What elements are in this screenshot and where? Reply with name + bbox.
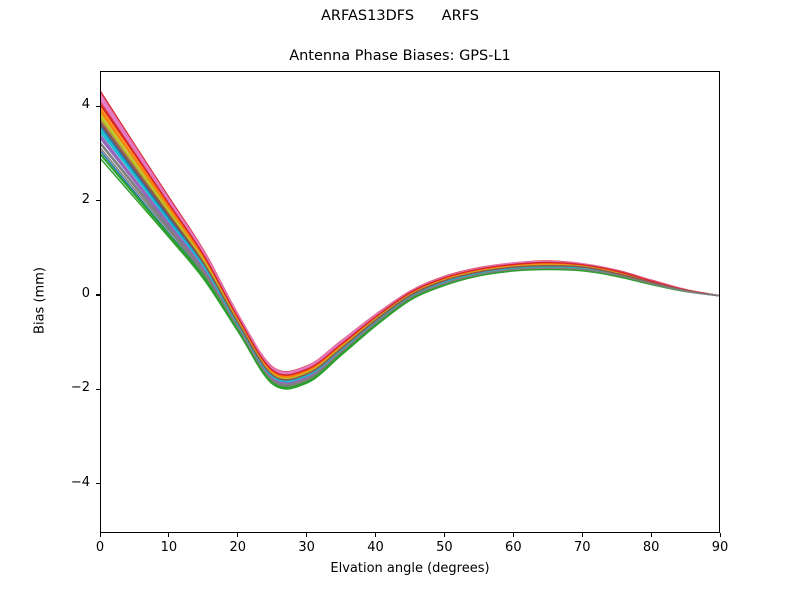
y-axis-label: Bias (mm) bbox=[32, 267, 48, 334]
x-tick-mark bbox=[512, 533, 514, 537]
y-tick-mark bbox=[96, 105, 100, 107]
series-line bbox=[101, 111, 719, 378]
y-tick-label: 2 bbox=[81, 191, 90, 207]
x-tick-label: 30 bbox=[298, 540, 315, 555]
plot-area bbox=[100, 71, 720, 533]
y-tick-mark bbox=[96, 294, 100, 296]
figure-suptitle: ARFAS13DFS ARFS bbox=[321, 8, 479, 24]
series-line bbox=[101, 91, 719, 373]
x-tick-mark bbox=[650, 533, 652, 537]
x-tick-label: 10 bbox=[160, 540, 178, 555]
y-tick-mark bbox=[96, 388, 100, 390]
x-tick-mark bbox=[375, 533, 377, 537]
x-tick-label: 20 bbox=[229, 540, 247, 555]
y-tick-label: −4 bbox=[70, 474, 90, 490]
series-line bbox=[101, 123, 719, 381]
series-line bbox=[101, 150, 719, 388]
y-tick-label: 0 bbox=[81, 285, 90, 301]
x-tick-mark bbox=[168, 533, 170, 537]
y-tick-mark bbox=[96, 200, 100, 202]
y-tick-label: −2 bbox=[70, 380, 90, 396]
x-tick-label: 70 bbox=[573, 540, 591, 555]
x-tick-mark bbox=[237, 533, 239, 537]
series-line bbox=[101, 142, 719, 386]
y-tick-mark bbox=[96, 483, 100, 485]
x-tick-mark bbox=[719, 533, 721, 537]
x-tick-mark bbox=[443, 533, 446, 537]
series-line bbox=[101, 100, 719, 375]
series-line bbox=[101, 106, 719, 377]
x-tick-mark bbox=[99, 533, 101, 537]
x-tick-mark bbox=[581, 533, 583, 537]
x-tick-label: 0 bbox=[95, 540, 105, 555]
x-tick-label: 40 bbox=[367, 540, 384, 555]
x-tick-label: 80 bbox=[642, 540, 660, 555]
y-tick-label: 4 bbox=[81, 97, 90, 113]
series-line bbox=[101, 154, 719, 389]
axes-title: Antenna Phase Biases: GPS-L1 bbox=[289, 48, 511, 64]
series-line bbox=[101, 104, 719, 376]
x-axis-label: Elvation angle (degrees) bbox=[330, 561, 490, 576]
x-tick-label: 90 bbox=[711, 540, 729, 555]
series-line bbox=[101, 153, 719, 389]
line-series-group bbox=[101, 91, 719, 390]
x-tick-mark bbox=[306, 533, 308, 537]
x-tick-label: 60 bbox=[505, 540, 522, 555]
x-tick-label: 50 bbox=[436, 540, 453, 555]
